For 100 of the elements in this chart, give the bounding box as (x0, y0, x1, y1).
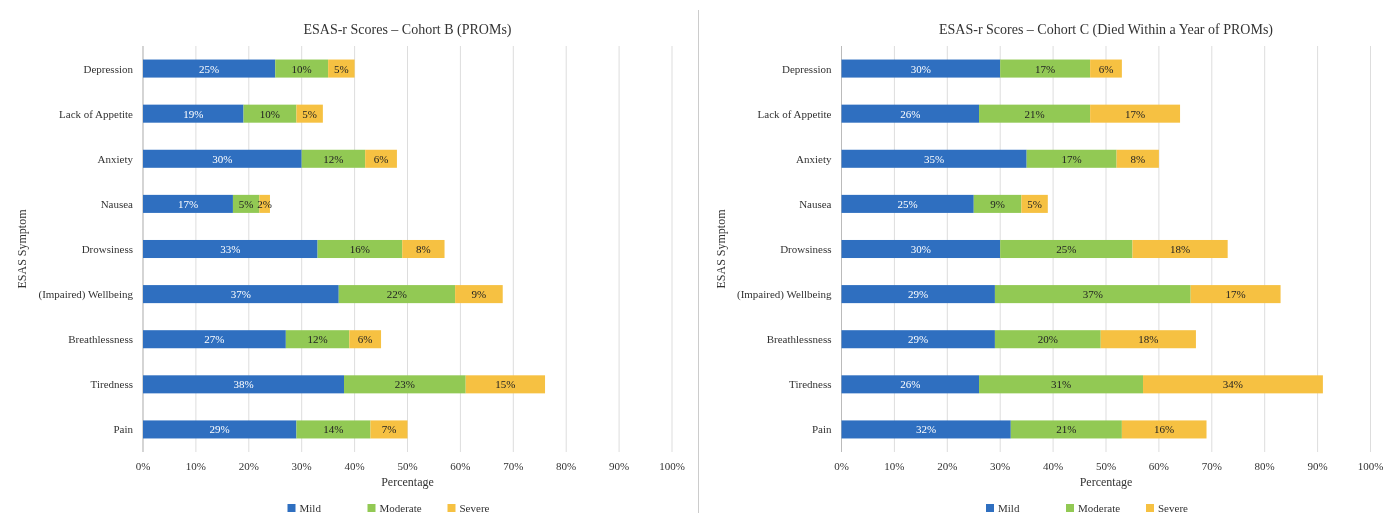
data-label: 10% (291, 62, 312, 75)
bar (841, 420, 1011, 439)
data-label: 14% (323, 423, 344, 436)
bar (143, 420, 297, 439)
y-tick-label: Tiredness (90, 378, 133, 391)
bar (1026, 149, 1117, 168)
data-label: 17% (1061, 152, 1082, 165)
y-tick-label: (Impaired) Wellbeing (38, 288, 134, 302)
bar (143, 104, 244, 123)
data-label: 25% (1056, 243, 1077, 255)
legend-label: Moderate (379, 502, 422, 514)
bar (1000, 59, 1091, 78)
x-tick-label: 100% (1357, 460, 1384, 472)
data-label: 30% (910, 243, 931, 255)
data-label: 10% (259, 107, 281, 120)
data-label: 5% (238, 197, 254, 210)
x-tick-label: 0% (135, 460, 151, 472)
x-tick-label: 40% (1043, 460, 1064, 472)
y-tick-label: (Impaired) Wellbeing (736, 288, 832, 302)
data-label: 9% (990, 197, 1005, 210)
x-axis-title: Percentage (381, 475, 434, 489)
data-label: 35% (923, 152, 945, 165)
data-label: 37% (230, 288, 251, 301)
x-tick-label: 10% (185, 460, 206, 472)
bar (841, 330, 995, 349)
bar (338, 285, 456, 304)
x-tick-label: 0% (834, 460, 849, 472)
y-tick-label: Anxiety (97, 152, 134, 165)
bar (841, 375, 980, 394)
bar (143, 375, 345, 394)
data-label: 22% (386, 288, 408, 301)
data-label: 20% (1037, 333, 1058, 346)
y-tick-label: Breathlessness (68, 333, 133, 346)
data-label: 37% (1082, 288, 1103, 301)
x-tick-label: 10% (884, 460, 905, 472)
bar (841, 285, 995, 304)
x-tick-label: 40% (344, 460, 365, 472)
bar (979, 104, 1091, 123)
x-tick-label: 90% (1307, 460, 1328, 472)
data-label: 8% (416, 243, 431, 255)
chart-title: ESAS-r Scores – Cohort C (Died Within a Year of PROMs) (938, 22, 1274, 38)
y-tick-label: Tiredness (789, 378, 832, 391)
x-tick-label: 50% (1095, 460, 1117, 472)
bar (455, 285, 503, 304)
data-label: 32% (916, 423, 937, 436)
y-tick-label: Pain (113, 423, 134, 436)
bar (1010, 420, 1122, 439)
bar (841, 149, 1027, 168)
chart-title: ESAS-r Scores – Cohort B (PROMs) (303, 22, 512, 38)
y-tick-label: Breathlessness (766, 333, 832, 346)
bar (1190, 285, 1281, 304)
data-label: 17% (1225, 288, 1246, 301)
bar (143, 285, 339, 304)
bar (301, 149, 366, 168)
x-tick-label: 70% (1201, 460, 1222, 472)
data-label: 5% (302, 107, 317, 120)
y-tick-label: Pain (811, 423, 832, 436)
x-tick-label: 60% (450, 460, 471, 472)
x-tick-label: 100% (659, 460, 685, 472)
data-label: 38% (233, 378, 254, 391)
x-tick-label: 70% (503, 460, 524, 472)
data-label: 21% (1056, 423, 1077, 436)
y-tick-label: Drowsiness (780, 243, 832, 255)
data-label: 25% (199, 62, 220, 75)
bar (1143, 375, 1323, 394)
bar (143, 194, 233, 213)
data-label: 17% (1125, 107, 1146, 120)
bar (973, 194, 1022, 213)
legend-label: Mild (998, 502, 1020, 514)
bar (841, 239, 1001, 259)
bar (296, 420, 371, 439)
legend-label: Moderate (1078, 502, 1121, 514)
bar (1090, 104, 1181, 123)
x-tick-label: 80% (1254, 460, 1275, 472)
bar (143, 59, 276, 78)
data-label: 6% (357, 333, 373, 346)
data-label: 29% (908, 333, 929, 346)
data-label: 8% (1130, 152, 1146, 165)
y-tick-label: Anxiety (796, 152, 832, 165)
y-tick-label: Nausea (100, 197, 134, 210)
y-tick-label: Lack of Appetite (757, 107, 832, 120)
bar (143, 149, 302, 168)
legend-label: Mild (299, 502, 322, 514)
y-tick-label: Drowsiness (81, 243, 133, 255)
data-label: 26% (900, 378, 921, 391)
data-label: 16% (1154, 423, 1175, 436)
bar (1000, 239, 1133, 259)
data-label: 21% (1024, 107, 1045, 120)
data-label: 29% (908, 288, 929, 301)
y-axis-title: ESAS Symptom (15, 208, 29, 289)
x-tick-label: 30% (990, 460, 1011, 472)
data-label: 17% (1035, 62, 1056, 75)
x-tick-label: 80% (556, 460, 577, 472)
bar (143, 330, 286, 349)
x-tick-label: 60% (1148, 460, 1169, 472)
data-label: 5% (334, 62, 349, 75)
data-label: 6% (373, 152, 389, 165)
data-label: 34% (1222, 378, 1244, 391)
data-label: 6% (1098, 62, 1114, 75)
data-label: 7% (381, 423, 397, 436)
